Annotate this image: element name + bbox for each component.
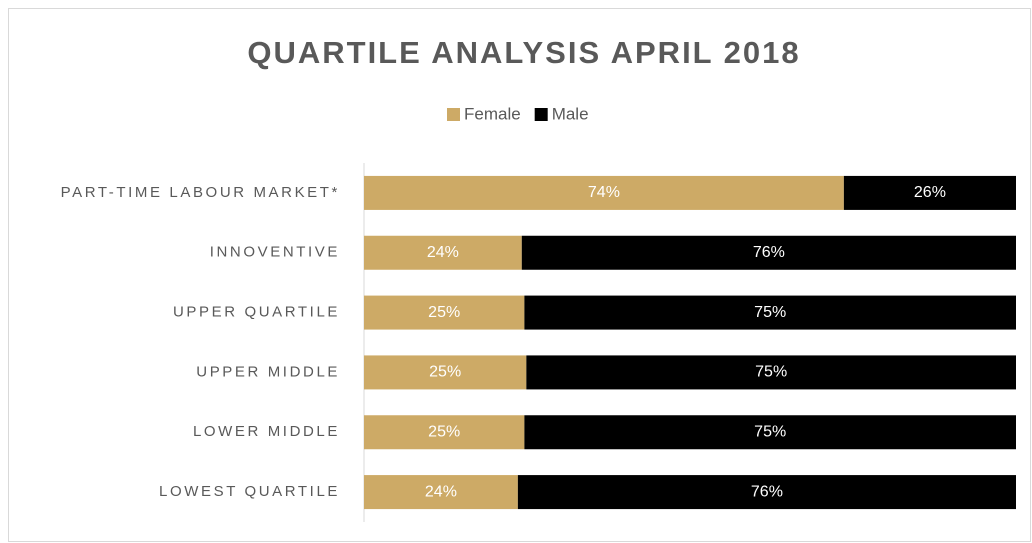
bar-segment (517, 475, 1016, 510)
y-tick-label: LOWEST QUARTILE (159, 483, 340, 500)
data-label: 24% (427, 244, 459, 261)
data-label: 25% (429, 364, 461, 381)
legend-swatch (534, 108, 548, 121)
legend-label: Male (552, 104, 589, 123)
data-label: 74% (588, 184, 620, 201)
data-label: 24% (425, 483, 457, 500)
bar-segment (364, 175, 844, 210)
bar-segment (364, 295, 525, 330)
bar-segment (364, 235, 522, 270)
chart-border (8, 8, 1031, 542)
bar-segment (526, 355, 1016, 390)
bar-segment (524, 295, 1016, 330)
data-label: 76% (751, 483, 783, 500)
bar-segment (364, 415, 525, 450)
bar-segment (524, 415, 1016, 450)
legend-swatch (447, 108, 460, 121)
data-label: 75% (754, 423, 786, 440)
legend-label: Female (464, 104, 521, 123)
data-label: 26% (914, 184, 946, 201)
chart-title: QUARTILE ANALYSIS APRIL 2018 (247, 35, 800, 70)
data-label: 75% (754, 304, 786, 321)
data-label: 76% (753, 244, 785, 261)
y-tick-label: INNOVENTIVE (210, 244, 340, 261)
y-tick-label: UPPER QUARTILE (173, 304, 340, 321)
bar-segment (364, 475, 518, 510)
bar-segment (843, 175, 1016, 210)
y-tick-label: PART-TIME LABOUR MARKET* (61, 184, 340, 201)
bar-segment (521, 235, 1016, 270)
data-label: 75% (755, 364, 787, 381)
data-label: 25% (428, 423, 460, 440)
y-tick-label: LOWER MIDDLE (193, 423, 340, 440)
bar-segment (364, 355, 527, 390)
y-tick-label: UPPER MIDDLE (196, 363, 340, 380)
data-label: 25% (428, 304, 460, 321)
